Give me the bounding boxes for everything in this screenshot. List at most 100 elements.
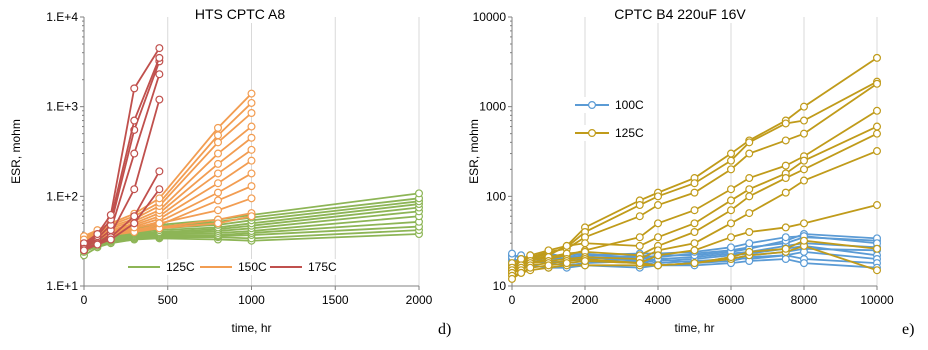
x-tick-label: 10000 (860, 293, 894, 307)
data-point (781, 233, 790, 242)
data-point (635, 241, 644, 250)
data-point (635, 212, 644, 221)
data-point (106, 210, 115, 219)
data-point (745, 149, 754, 158)
data-point (214, 159, 223, 168)
data-point (155, 70, 164, 79)
data-point (635, 259, 644, 268)
data-point (635, 201, 644, 210)
data-point (247, 122, 256, 131)
data-point (745, 247, 754, 256)
data-point (781, 174, 790, 183)
legend-background (573, 97, 647, 113)
data-point (526, 263, 535, 272)
data-point (130, 185, 139, 194)
data-point (726, 219, 735, 228)
data-point (247, 169, 256, 178)
data-point (653, 233, 662, 242)
x-tick-label: 8000 (791, 293, 818, 307)
data-point (872, 244, 881, 253)
data-point (508, 249, 517, 258)
y-tick-label: 10 (493, 279, 507, 293)
data-point (726, 185, 735, 194)
data-point (653, 201, 662, 210)
y-axis-label: ESR, mohm (467, 119, 481, 184)
data-point (726, 233, 735, 242)
data-point (93, 240, 102, 249)
x-tick-label: 0 (509, 293, 516, 307)
data-point (690, 206, 699, 215)
chart-cptc-b4: 10 100 1000 10000 0 2000 4000 6000 8000 10000 CPTC… (467, 5, 894, 335)
data-point (653, 192, 662, 201)
data-point (562, 259, 571, 268)
data-point (745, 174, 754, 183)
x-tick-label: 1000 (238, 293, 265, 307)
x-tick-label: 2000 (572, 293, 599, 307)
chart-title: CPTC B4 220uF 16V (614, 6, 746, 22)
data-point (653, 261, 662, 270)
data-point (247, 89, 256, 98)
series-175C (79, 44, 164, 255)
data-point (214, 169, 223, 178)
data-point (247, 145, 256, 154)
data-point (562, 241, 571, 250)
data-point (130, 116, 139, 125)
data-point (155, 95, 164, 104)
y-tick-label: 100 (486, 189, 506, 203)
data-point (79, 246, 88, 255)
panel-label-e: e) (902, 321, 914, 338)
legend: 100C 125C (573, 97, 647, 141)
title-background (190, 5, 290, 23)
x-tick-label: 500 (158, 293, 178, 307)
data-point (799, 176, 808, 185)
data-point (247, 108, 256, 117)
legend-item-125C: 125C (573, 125, 647, 141)
x-tick-label: 0 (81, 293, 88, 307)
legend-background (268, 259, 340, 275)
y-tick-label: 1.E+2 (46, 189, 78, 203)
data-point (155, 167, 164, 176)
data-point (799, 259, 808, 268)
data-point (130, 84, 139, 93)
data-point (247, 156, 256, 165)
data-point (130, 219, 139, 228)
data-point (214, 131, 223, 140)
data-point (745, 192, 754, 201)
y-tick-label: 1.E+1 (46, 279, 78, 293)
legend-swatch-marker (587, 100, 596, 109)
legend-item-125C: 125C (126, 259, 198, 275)
x-tick-label: 2000 (406, 293, 433, 307)
data-point (690, 246, 699, 255)
data-point (93, 230, 102, 239)
legend-swatch-marker (587, 129, 596, 138)
data-point (745, 138, 754, 147)
data-point (155, 44, 164, 53)
data-point (872, 201, 881, 210)
legend-item-100C: 100C (573, 97, 647, 113)
legend-label: 175C (308, 260, 337, 274)
data-point (247, 182, 256, 191)
y-axis-label: ESR, mohm (9, 119, 23, 184)
data-point (781, 161, 790, 170)
y-tick-label: 10000 (473, 10, 507, 24)
data-point (155, 185, 164, 194)
data-point (726, 206, 735, 215)
data-point (247, 98, 256, 107)
data-point (781, 136, 790, 145)
x-tick-label: 6000 (718, 293, 745, 307)
legend-item-150C: 150C (198, 259, 270, 275)
data-point (214, 138, 223, 147)
data-point (544, 246, 553, 255)
data-point (247, 212, 256, 221)
data-point (872, 266, 881, 275)
data-point (635, 233, 644, 242)
data-point (214, 123, 223, 132)
x-tick-label: 1500 (322, 293, 349, 307)
y-tick-label: 1000 (479, 100, 506, 114)
legend-item-175C: 175C (268, 259, 340, 275)
data-point (415, 189, 424, 198)
data-point (155, 219, 164, 228)
data-point (781, 119, 790, 128)
data-point (726, 253, 735, 262)
y-tick-label: 1.E+3 (46, 100, 78, 114)
